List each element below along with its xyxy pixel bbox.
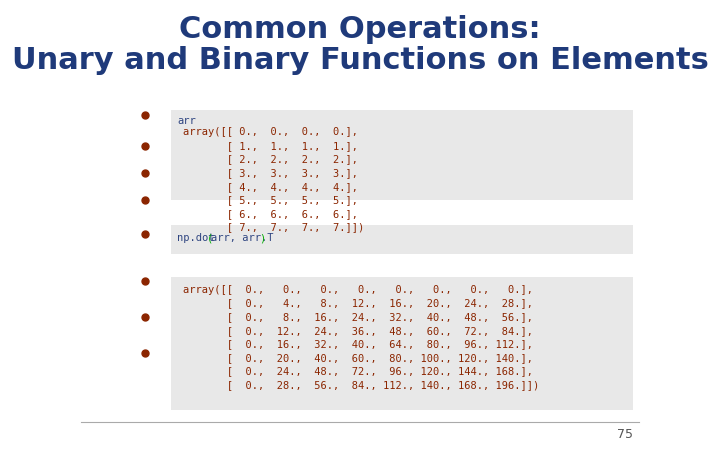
Text: ): ) — [259, 233, 265, 243]
Text: arr, arr.T: arr, arr.T — [211, 233, 274, 243]
Text: 75: 75 — [617, 428, 633, 441]
Text: Unary and Binary Functions on Elements: Unary and Binary Functions on Elements — [12, 46, 708, 75]
FancyBboxPatch shape — [171, 110, 633, 200]
Text: np.dot: np.dot — [177, 233, 215, 243]
Text: (: ( — [207, 233, 213, 243]
Text: array([[  0.,   0.,   0.,   0.,   0.,   0.,   0.,   0.],
       [  0.,   4.,   8: array([[ 0., 0., 0., 0., 0., 0., 0., 0.]… — [183, 285, 539, 390]
Text: Common Operations:: Common Operations: — [179, 15, 541, 44]
Text: arr: arr — [177, 116, 196, 126]
Text: array([[ 0.,  0.,  0.,  0.],
       [ 1.,  1.,  1.,  1.],
       [ 2.,  2.,  2.,: array([[ 0., 0., 0., 0.], [ 1., 1., 1., … — [183, 127, 364, 233]
FancyBboxPatch shape — [171, 225, 633, 254]
FancyBboxPatch shape — [171, 277, 633, 410]
